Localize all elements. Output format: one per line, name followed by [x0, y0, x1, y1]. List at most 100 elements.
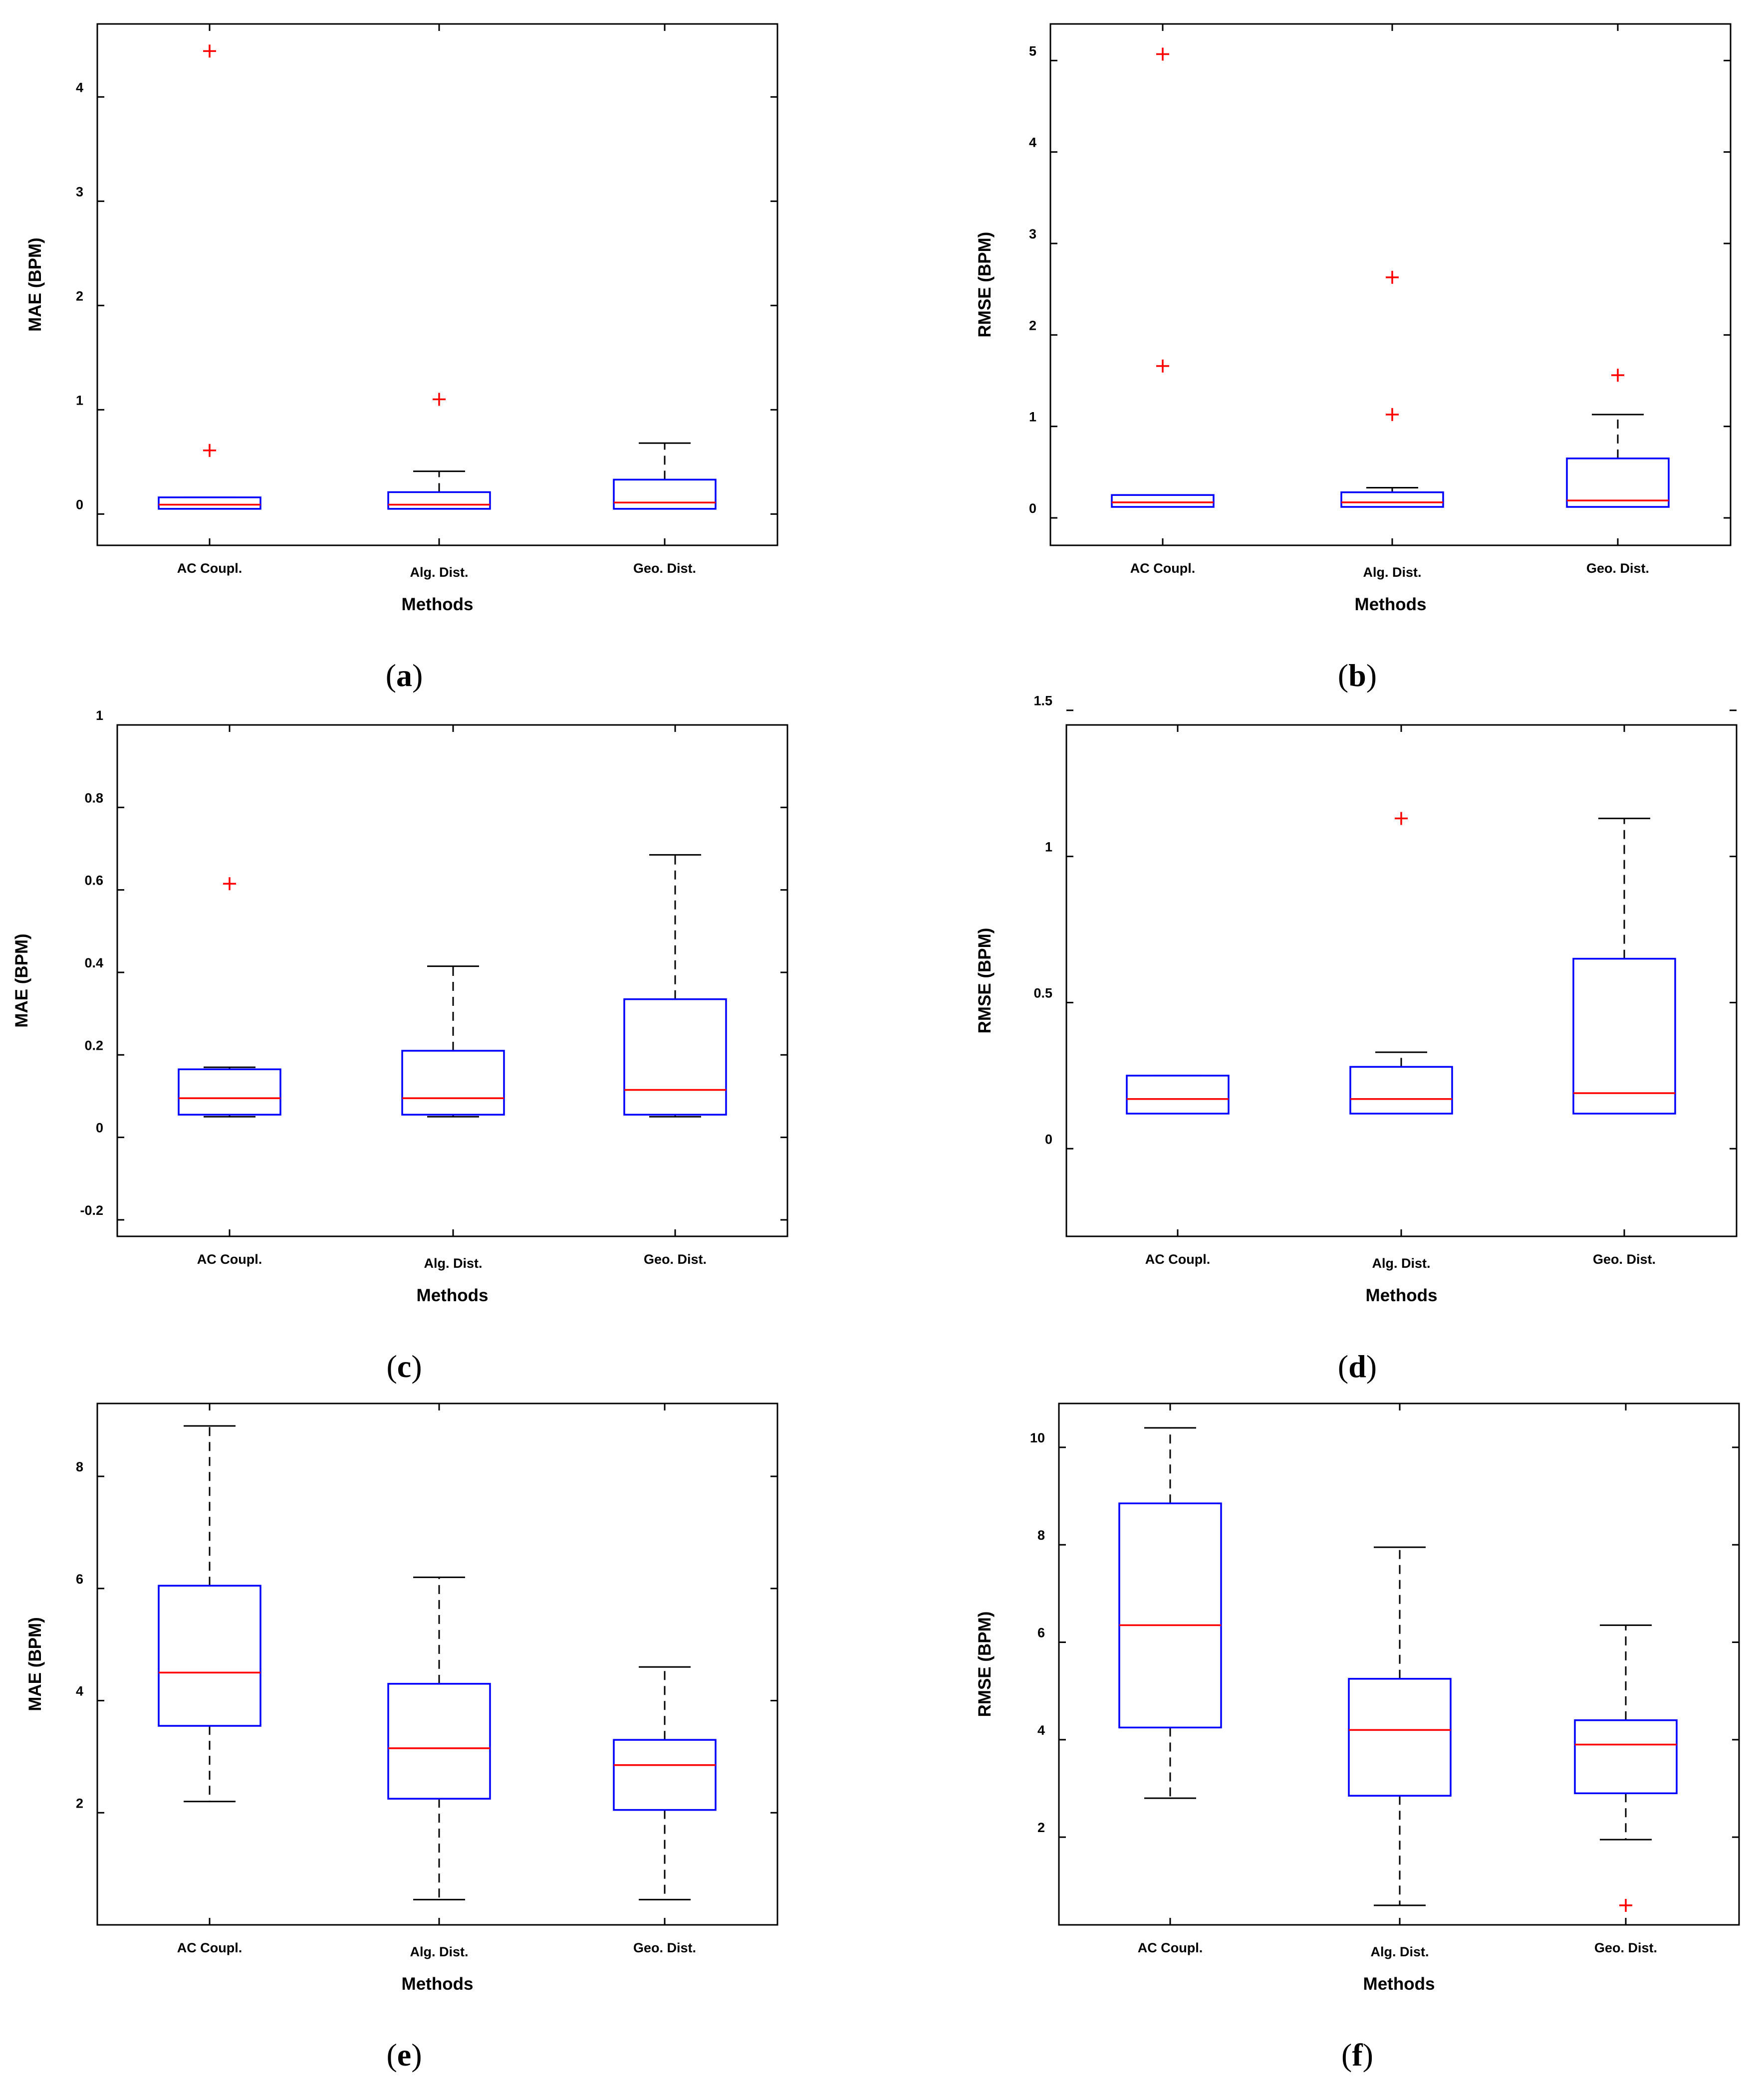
box-1 [1118, 1427, 1222, 1799]
box-2 [1348, 1546, 1452, 1906]
outlier-marker [433, 393, 446, 406]
y-tick-label: 0.4 [84, 955, 103, 970]
x-axis-label: Methods [1363, 1974, 1435, 1994]
y-tick-label: 6 [1037, 1626, 1045, 1640]
outlier-marker [1611, 369, 1624, 382]
box-2 [387, 393, 491, 510]
box-3 [1566, 369, 1670, 508]
box-3 [623, 854, 727, 1118]
plot-frame [1065, 724, 1738, 1237]
outlier-marker [203, 444, 216, 457]
panel-f: 2 4 6 8 10 AC Coupl. Alg. Dist. Geo. Dist. Metho… [975, 1402, 1740, 2073]
x-axis-label: Methods [402, 595, 474, 614]
y-tick-label: 4 [76, 1684, 83, 1699]
y-tick-label: 6 [76, 1572, 83, 1587]
iqr-box [623, 998, 727, 1116]
y-tick-label: 0.8 [84, 790, 103, 805]
y-tick-label: 2 [76, 1796, 83, 1811]
caption-letter: a [396, 658, 412, 693]
panel-e: 2 4 6 8 AC Coupl. Alg. Dist. Geo. Dist. Methods… [25, 1402, 778, 2073]
x-tick-label: AC Coupl. [1138, 1940, 1203, 1955]
outlier-marker [1156, 47, 1169, 61]
panel-caption: (d) [1338, 1349, 1377, 1384]
x-tick-label: AC Coupl. [177, 561, 242, 576]
y-axis-label: RMSE (BPM) [975, 232, 995, 338]
plot-frame [96, 23, 778, 546]
panel-a: 0 1 2 3 4 AC Coupl. Alg. Dist. Geo. Dist. Method… [25, 23, 778, 693]
caption-close-paren: ) [1366, 1349, 1377, 1384]
plot-frame [1049, 23, 1732, 546]
caption-close-paren: ) [411, 2037, 422, 2073]
y-tick-label: 0 [1045, 1132, 1052, 1147]
y-tick-label: 1 [1045, 840, 1052, 855]
y-axis-label: MAE (BPM) [12, 933, 31, 1028]
outlier-marker [1386, 408, 1399, 421]
box-1 [1126, 1075, 1230, 1115]
x-axis-label: Methods [1355, 595, 1427, 614]
panel-b: 0 1 2 3 4 5 AC Coupl. Alg. Dist. Geo. Dist. Metho… [975, 23, 1732, 693]
y-axis-label: RMSE (BPM) [975, 1612, 995, 1717]
y-tick-label: 8 [1037, 1528, 1045, 1543]
box-1 [1111, 47, 1215, 508]
iqr-box [1566, 458, 1670, 508]
caption-open-paren: ( [1341, 2037, 1352, 2073]
outlier-marker [1156, 359, 1169, 373]
y-tick-label: 4 [1029, 135, 1036, 150]
x-tick-label: AC Coupl. [1130, 561, 1195, 576]
iqr-box [1349, 1066, 1453, 1115]
outlier-marker [203, 44, 216, 58]
caption-close-paren: ) [411, 1349, 422, 1384]
iqr-box [158, 496, 261, 510]
box-3 [613, 1666, 717, 1900]
caption-letter: e [397, 2037, 411, 2073]
panel-caption: (f) [1341, 2037, 1373, 2073]
caption-letter: f [1352, 2037, 1363, 2073]
plot-frame [96, 1402, 778, 1926]
box-1 [158, 1425, 261, 1803]
x-tick-label: Geo. Dist. [1586, 561, 1649, 576]
plot-frame [116, 724, 788, 1237]
panel-caption: (e) [386, 2037, 422, 2073]
y-tick-label: 4 [76, 80, 83, 95]
caption-open-paren: ( [386, 1349, 397, 1384]
x-tick-label: Geo. Dist. [633, 561, 696, 576]
iqr-box [178, 1068, 281, 1116]
box-3 [613, 442, 717, 510]
y-tick-label: 5 [1029, 43, 1036, 58]
y-tick-label: 0.5 [1033, 985, 1052, 1000]
caption-letter: b [1348, 658, 1366, 693]
y-tick-label: 1 [76, 393, 83, 408]
box-2 [401, 965, 505, 1118]
iqr-box [401, 1050, 505, 1116]
y-tick-label: 2 [1037, 1820, 1045, 1835]
box-3 [1574, 1624, 1678, 1912]
iqr-box [613, 478, 717, 510]
box-1 [158, 44, 261, 510]
y-axis-label: MAE (BPM) [25, 1617, 45, 1711]
x-tick-label: AC Coupl. [1145, 1252, 1210, 1267]
y-tick-label: 8 [76, 1459, 83, 1474]
x-tick-label: Alg. Dist. [410, 565, 468, 580]
y-axis-label: MAE (BPM) [25, 237, 45, 332]
y-tick-label: 1.5 [1033, 694, 1052, 708]
panel-c: -0.2 0 0.2 0.4 0.6 0.8 1 AC Coupl. Alg. Dist. Geo… [12, 708, 788, 1384]
box-2 [1340, 270, 1444, 508]
x-axis-label: Methods [1366, 1286, 1438, 1305]
y-tick-label: 10 [1030, 1430, 1045, 1445]
panel-caption: (b) [1338, 658, 1377, 693]
panel-caption: (c) [386, 1349, 422, 1384]
x-tick-label: Geo. Dist. [633, 1940, 696, 1955]
y-tick-label: 0 [1029, 501, 1036, 516]
y-tick-label: 4 [1037, 1723, 1045, 1738]
iqr-box [1348, 1678, 1452, 1797]
caption-open-paren: ( [386, 658, 396, 693]
y-tick-label: 0 [96, 1121, 103, 1136]
x-tick-label: Alg. Dist. [1372, 1256, 1430, 1271]
y-tick-label: 3 [76, 184, 83, 199]
x-tick-label: Alg. Dist. [1363, 565, 1421, 580]
y-tick-label: 0 [76, 497, 83, 512]
x-tick-label: AC Coupl. [197, 1252, 262, 1267]
outlier-marker [1619, 1898, 1632, 1912]
y-tick-label: 2 [1029, 318, 1036, 333]
